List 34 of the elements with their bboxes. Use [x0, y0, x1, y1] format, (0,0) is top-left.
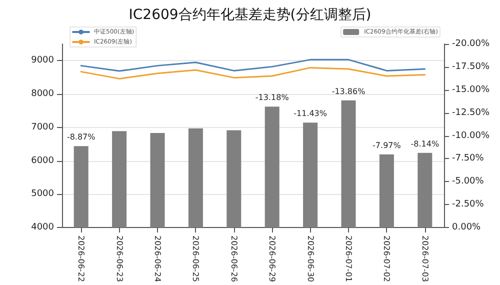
x-tick-label: 2026-06-23: [114, 236, 124, 282]
x-tick-label: 2026-06-22: [76, 236, 86, 282]
data-label: -7.97%: [372, 140, 402, 150]
y-tick-label: 9000: [31, 56, 54, 66]
y2-tick-label: -15.00%: [452, 84, 490, 95]
y2-tick-label: -12.50%: [452, 108, 490, 118]
x-tick-label: 2026-06-24: [153, 236, 162, 282]
chart-title: IC2609合约年化基差走势(分红调整后): [128, 7, 372, 23]
y-tick-label: 4000: [31, 222, 54, 233]
y-tick-label: 7000: [31, 122, 54, 132]
y2-tick-label: -17.50%: [452, 62, 490, 72]
x-tick-label: 2026-06-30: [306, 236, 315, 282]
data-label: -13.86%: [332, 86, 366, 96]
y2-tick-label: -20.00%: [452, 39, 490, 49]
x-tick-label: 2026-06-26: [229, 236, 238, 282]
data-label: -8.14%: [410, 139, 440, 148]
data-label: -11.43%: [294, 109, 328, 118]
y2-tick-label: -10.00%: [452, 130, 490, 141]
y2-tick-label: -7.50%: [452, 154, 484, 164]
data-label: -8.87%: [66, 132, 96, 142]
y2-tick-label: -2.50%: [452, 200, 484, 210]
x-tick-label: 2026-07-02: [382, 236, 392, 282]
data-label: -13.18%: [255, 93, 290, 102]
y2-tick-label: 0.00%: [452, 222, 482, 233]
x-tick-label: 2026-06-25: [191, 236, 200, 282]
y-tick-label: 8000: [31, 89, 54, 100]
y-tick-label: 6000: [31, 156, 54, 166]
y-tick-label: 5000: [31, 189, 54, 200]
line-series: [80, 58, 426, 72]
line-series: [80, 66, 426, 80]
y2-tick-label: -5.00%: [452, 176, 484, 187]
x-tick-label: 2026-06-29: [268, 236, 277, 282]
x-tick-label: 2026-07-03: [420, 236, 430, 282]
x-tick-label: 2026-07-01: [344, 236, 353, 282]
